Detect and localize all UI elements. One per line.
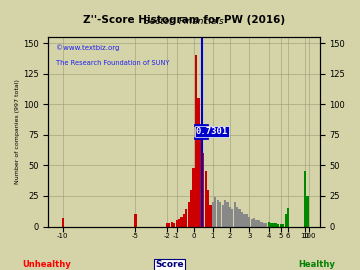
Bar bbox=[275, 223, 277, 227]
Text: Healthy: Healthy bbox=[298, 260, 335, 269]
Bar bbox=[134, 214, 136, 227]
Bar bbox=[270, 223, 272, 227]
Bar bbox=[219, 202, 221, 227]
Bar bbox=[243, 214, 246, 227]
Y-axis label: Number of companies (997 total): Number of companies (997 total) bbox=[15, 79, 20, 184]
Title: Z''-Score Histogram for PW (2016): Z''-Score Histogram for PW (2016) bbox=[83, 15, 285, 25]
Bar bbox=[204, 171, 207, 227]
Bar bbox=[185, 210, 188, 227]
Bar bbox=[231, 210, 233, 227]
Text: ©www.textbiz.org: ©www.textbiz.org bbox=[57, 45, 120, 51]
Bar bbox=[246, 214, 248, 227]
Bar bbox=[284, 214, 287, 227]
Bar bbox=[251, 219, 253, 227]
Bar bbox=[178, 219, 180, 227]
Bar bbox=[212, 202, 214, 227]
Bar bbox=[202, 153, 204, 227]
Bar bbox=[234, 202, 236, 227]
Bar bbox=[304, 171, 306, 227]
Bar bbox=[217, 200, 219, 227]
Bar bbox=[236, 207, 238, 227]
Text: Score: Score bbox=[155, 260, 184, 269]
Bar bbox=[176, 220, 178, 227]
Bar bbox=[224, 200, 226, 227]
Bar bbox=[260, 222, 262, 227]
Bar bbox=[171, 222, 173, 227]
Bar bbox=[265, 223, 267, 227]
Bar bbox=[195, 55, 197, 227]
Text: Sector: Financials: Sector: Financials bbox=[144, 18, 224, 26]
Bar bbox=[282, 224, 284, 227]
Bar bbox=[190, 190, 192, 227]
Bar bbox=[193, 168, 195, 227]
Bar bbox=[238, 210, 241, 227]
Bar bbox=[166, 223, 168, 227]
Bar bbox=[207, 190, 209, 227]
Text: 0.7301: 0.7301 bbox=[196, 127, 228, 136]
Bar bbox=[306, 196, 309, 227]
Bar bbox=[263, 223, 265, 227]
Bar bbox=[267, 222, 270, 227]
Bar bbox=[197, 98, 199, 227]
Bar bbox=[258, 220, 260, 227]
Bar bbox=[226, 202, 229, 227]
Bar bbox=[248, 217, 251, 227]
Bar bbox=[62, 218, 64, 227]
Bar bbox=[241, 212, 243, 227]
Bar bbox=[183, 214, 185, 227]
Bar bbox=[214, 197, 216, 227]
Bar bbox=[273, 223, 275, 227]
Bar bbox=[287, 208, 289, 227]
Bar bbox=[180, 217, 183, 227]
Bar bbox=[188, 202, 190, 227]
Bar bbox=[277, 224, 279, 227]
Bar bbox=[173, 223, 175, 227]
Bar bbox=[168, 223, 171, 227]
Bar bbox=[229, 207, 231, 227]
Bar bbox=[253, 218, 255, 227]
Bar bbox=[280, 224, 282, 227]
Bar bbox=[256, 220, 258, 227]
Text: Unhealthy: Unhealthy bbox=[22, 260, 71, 269]
Bar bbox=[221, 204, 224, 227]
Text: The Research Foundation of SUNY: The Research Foundation of SUNY bbox=[57, 60, 170, 66]
Bar bbox=[210, 204, 212, 227]
Bar bbox=[200, 129, 202, 227]
